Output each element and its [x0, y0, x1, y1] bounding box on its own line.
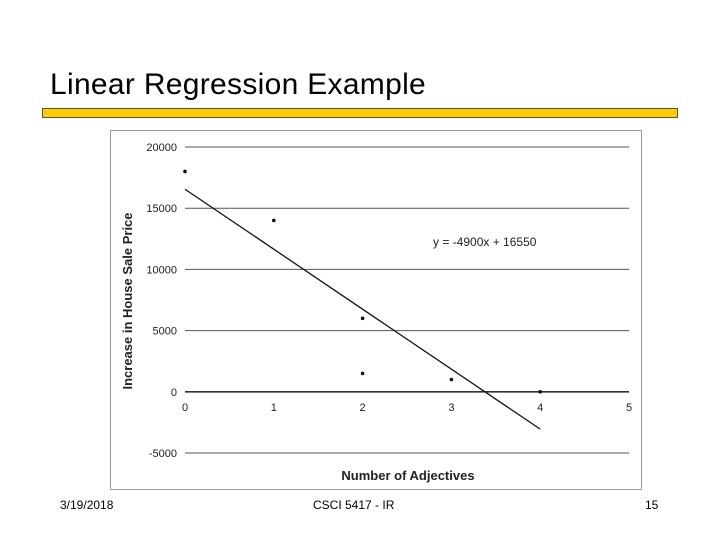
- data-point-dot: [449, 377, 454, 382]
- y-axis-title: Increase in House Sale Price: [120, 212, 135, 389]
- slide-title: Linear Regression Example: [50, 68, 427, 101]
- y-tick-label: 15000: [146, 203, 177, 215]
- data-point-dot: [183, 169, 187, 174]
- data-point: [272, 218, 276, 223]
- y-tick-label: 20000: [146, 142, 177, 154]
- trendline: [184, 188, 541, 430]
- data-point: [538, 390, 542, 394]
- data-point-dot: [538, 390, 542, 394]
- title-underline-bar: [42, 108, 678, 118]
- x-tick-label: 4: [537, 402, 543, 414]
- data-point: [449, 377, 454, 382]
- x-tick-label: 3: [448, 402, 454, 414]
- chart-frame: 20000 15000 10000 5000 0 -5000 0 1 2 3 4 5 y = -490…: [110, 130, 642, 490]
- footer-date: 3/19/2018: [60, 498, 114, 512]
- data-point-dot: [360, 316, 365, 321]
- data-point-dot: [272, 218, 276, 223]
- trendline-equation: y = -4900x + 16550: [433, 235, 537, 249]
- y-tick-label: 5000: [153, 326, 177, 338]
- y-tick-label: -5000: [149, 448, 177, 460]
- y-tick-label: 0: [171, 387, 177, 399]
- x-tick-label: 5: [626, 402, 632, 414]
- footer-page-number: 15: [645, 498, 659, 512]
- data-point: [360, 316, 365, 321]
- y-tick-label: 10000: [146, 264, 177, 276]
- footer-course: CSCI 5417 - IR: [313, 498, 395, 512]
- x-tick-label: 0: [182, 402, 188, 414]
- data-point-dot: [360, 371, 365, 376]
- regression-chart: 20000 15000 10000 5000 0 -5000 0 1 2 3 4 5 y = -490…: [120, 142, 632, 483]
- data-point: [183, 169, 187, 174]
- data-point: [360, 371, 365, 376]
- x-axis-title: Number of Adjectives: [341, 468, 474, 483]
- x-tick-label: 1: [271, 402, 277, 414]
- x-tick-label: 2: [360, 402, 366, 414]
